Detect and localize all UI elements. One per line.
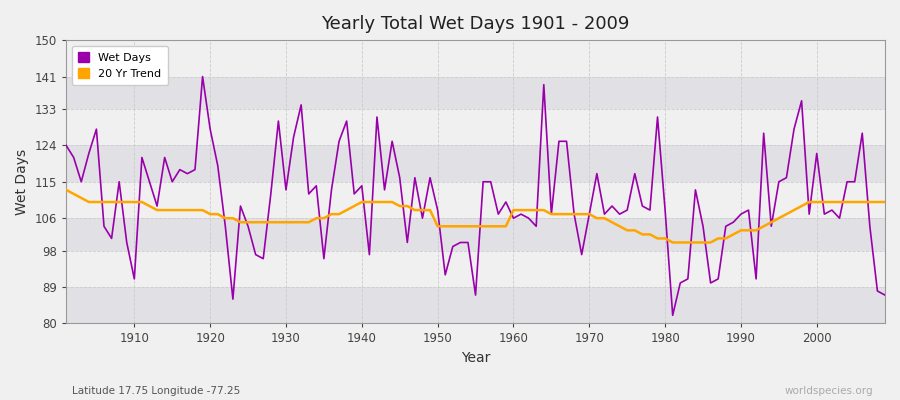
X-axis label: Year: Year	[461, 351, 491, 365]
Wet Days	[879, 293, 890, 298]
Wet Days	[667, 313, 678, 318]
20 Yr Trend	[334, 212, 345, 216]
Bar	[66, 76, 885, 109]
20 Yr Trend	[599, 216, 610, 220]
Wet Days	[508, 216, 519, 220]
20 Yr Trend	[60, 188, 71, 192]
Bar	[66, 145, 885, 182]
20 Yr Trend	[879, 200, 890, 204]
20 Yr Trend	[667, 240, 678, 245]
Y-axis label: Wet Days: Wet Days	[15, 149, 29, 215]
Wet Days	[60, 143, 71, 148]
Text: Latitude 17.75 Longitude -77.25: Latitude 17.75 Longitude -77.25	[72, 386, 240, 396]
20 Yr Trend	[122, 200, 132, 204]
Wet Days	[122, 240, 132, 245]
Wet Days	[197, 74, 208, 79]
Bar	[66, 40, 885, 76]
Wet Days	[341, 119, 352, 124]
Bar	[66, 182, 885, 218]
20 Yr Trend	[508, 208, 519, 212]
Wet Days	[607, 204, 617, 208]
Line: Wet Days: Wet Days	[66, 76, 885, 315]
Text: worldspecies.org: worldspecies.org	[785, 386, 873, 396]
Title: Yearly Total Wet Days 1901 - 2009: Yearly Total Wet Days 1901 - 2009	[321, 15, 630, 33]
Bar	[66, 218, 885, 250]
Bar	[66, 287, 885, 324]
20 Yr Trend	[288, 220, 299, 225]
Line: 20 Yr Trend: 20 Yr Trend	[66, 190, 885, 242]
Legend: Wet Days, 20 Yr Trend: Wet Days, 20 Yr Trend	[72, 46, 168, 86]
Wet Days	[296, 102, 307, 107]
Bar	[66, 109, 885, 145]
20 Yr Trend	[500, 224, 511, 229]
Wet Days	[516, 212, 526, 216]
Bar	[66, 250, 885, 287]
